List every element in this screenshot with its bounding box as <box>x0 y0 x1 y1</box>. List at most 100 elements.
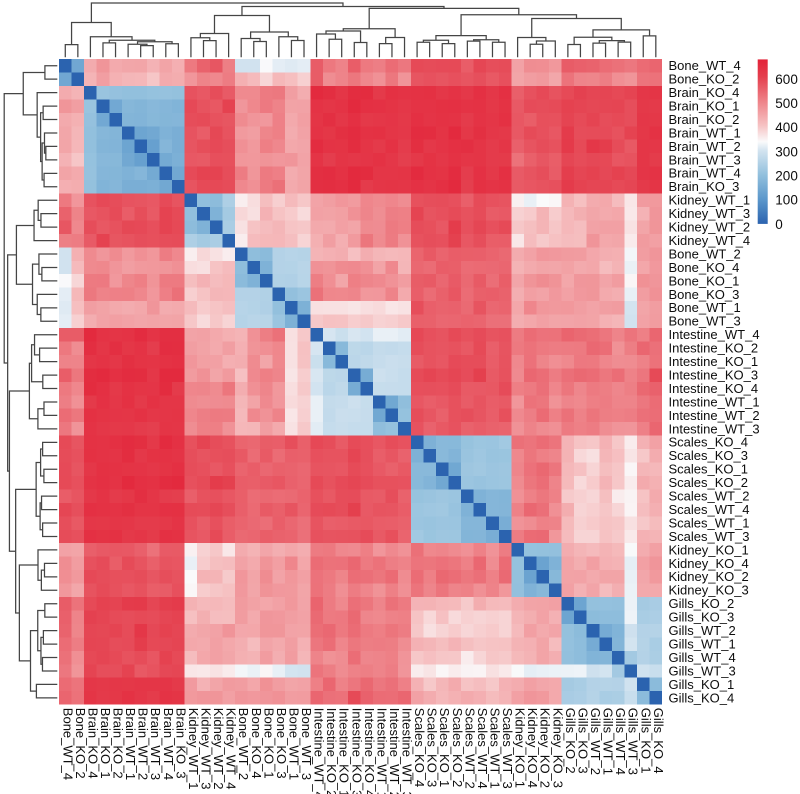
svg-text:Intestine_KO_2: Intestine_KO_2 <box>324 708 339 794</box>
svg-text:500: 500 <box>775 96 798 111</box>
svg-text:Brain_WT_3: Brain_WT_3 <box>148 708 163 780</box>
svg-text:Brain_WT_1: Brain_WT_1 <box>669 125 741 140</box>
svg-text:Gills_KO_1: Gills_KO_1 <box>669 677 735 692</box>
svg-text:Intestine_KO_4: Intestine_KO_4 <box>669 381 759 396</box>
svg-text:Bone_KO_3: Bone_KO_3 <box>274 708 289 779</box>
svg-text:Bone_WT_1: Bone_WT_1 <box>669 300 741 315</box>
svg-text:Brain_KO_4: Brain_KO_4 <box>669 85 740 100</box>
svg-text:Brain_WT_4: Brain_WT_4 <box>669 166 741 181</box>
svg-text:Intestine_WT_4: Intestine_WT_4 <box>669 327 760 342</box>
svg-text:Brain_KO_2: Brain_KO_2 <box>669 112 740 127</box>
svg-text:Kidney_WT_4: Kidney_WT_4 <box>224 708 239 790</box>
svg-text:Brain_WT_3: Brain_WT_3 <box>669 152 741 167</box>
svg-text:100: 100 <box>775 193 798 208</box>
svg-text:Bone_KO_4: Bone_KO_4 <box>669 260 740 275</box>
svg-text:Brain_WT_2: Brain_WT_2 <box>669 139 741 154</box>
svg-text:Scales_KO_1: Scales_KO_1 <box>669 462 749 477</box>
svg-text:Intestine_WT_3: Intestine_WT_3 <box>400 708 415 794</box>
svg-text:Intestine_KO_2: Intestine_KO_2 <box>669 341 759 356</box>
svg-text:Scales_WT_4: Scales_WT_4 <box>669 502 750 517</box>
svg-text:Brain_KO_3: Brain_KO_3 <box>173 708 188 779</box>
svg-text:Scales_KO_3: Scales_KO_3 <box>669 448 749 463</box>
svg-text:Scales_KO_2: Scales_KO_2 <box>669 475 749 490</box>
svg-text:Gills_WT_3: Gills_WT_3 <box>626 708 641 775</box>
svg-text:Kidney_WT_2: Kidney_WT_2 <box>211 708 226 790</box>
svg-text:Kidney_KO_2: Kidney_KO_2 <box>669 569 749 584</box>
svg-text:Scales_KO_3: Scales_KO_3 <box>425 708 440 788</box>
svg-text:Bone_KO_3: Bone_KO_3 <box>669 287 740 302</box>
svg-text:Scales_KO_4: Scales_KO_4 <box>669 435 749 450</box>
svg-text:Gills_KO_2: Gills_KO_2 <box>563 708 578 774</box>
svg-text:Intestine_WT_2: Intestine_WT_2 <box>669 408 760 423</box>
svg-text:Scales_KO_2: Scales_KO_2 <box>450 708 465 788</box>
svg-text:Intestine_KO_4: Intestine_KO_4 <box>362 708 377 794</box>
svg-text:Scales_WT_2: Scales_WT_2 <box>669 489 750 504</box>
svg-text:Brain_KO_2: Brain_KO_2 <box>111 708 126 779</box>
svg-text:Kidney_WT_3: Kidney_WT_3 <box>669 206 751 221</box>
svg-text:0: 0 <box>775 217 783 232</box>
svg-text:Gills_WT_1: Gills_WT_1 <box>601 708 616 775</box>
svg-text:Kidney_KO_3: Kidney_KO_3 <box>669 583 749 598</box>
svg-text:Bone_WT_4: Bone_WT_4 <box>669 58 741 73</box>
svg-text:Brain_KO_1: Brain_KO_1 <box>98 708 113 779</box>
svg-text:Intestine_WT_2: Intestine_WT_2 <box>387 708 402 794</box>
svg-text:Bone_KO_4: Bone_KO_4 <box>249 708 264 779</box>
svg-text:400: 400 <box>775 120 798 135</box>
svg-text:Kidney_KO_1: Kidney_KO_1 <box>513 708 528 788</box>
svg-text:Scales_WT_3: Scales_WT_3 <box>669 529 750 544</box>
svg-text:Brain_WT_1: Brain_WT_1 <box>123 708 138 780</box>
svg-text:Scales_WT_2: Scales_WT_2 <box>462 708 477 789</box>
svg-text:Kidney_WT_1: Kidney_WT_1 <box>186 708 201 790</box>
svg-text:Gills_WT_1: Gills_WT_1 <box>669 636 736 651</box>
svg-text:300: 300 <box>775 144 798 159</box>
svg-text:Gills_WT_3: Gills_WT_3 <box>669 663 736 678</box>
svg-text:Bone_WT_4: Bone_WT_4 <box>60 708 75 780</box>
svg-text:Intestine_WT_3: Intestine_WT_3 <box>669 421 760 436</box>
svg-text:Gills_KO_4: Gills_KO_4 <box>651 708 666 774</box>
svg-text:Bone_WT_2: Bone_WT_2 <box>669 246 741 261</box>
svg-text:Intestine_WT_1: Intestine_WT_1 <box>374 708 389 794</box>
svg-text:200: 200 <box>775 168 798 183</box>
svg-text:Gills_KO_3: Gills_KO_3 <box>575 708 590 774</box>
svg-text:Bone_WT_2: Bone_WT_2 <box>236 708 251 780</box>
svg-text:Kidney_WT_1: Kidney_WT_1 <box>669 193 751 208</box>
svg-text:Gills_KO_4: Gills_KO_4 <box>669 690 735 705</box>
svg-text:Bone_KO_1: Bone_KO_1 <box>261 708 276 779</box>
svg-text:Brain_KO_3: Brain_KO_3 <box>669 179 740 194</box>
svg-text:Kidney_WT_4: Kidney_WT_4 <box>669 233 751 248</box>
svg-text:Scales_WT_1: Scales_WT_1 <box>669 515 750 530</box>
svg-text:Intestine_KO_3: Intestine_KO_3 <box>669 367 759 382</box>
svg-text:Intestine_KO_3: Intestine_KO_3 <box>349 708 364 794</box>
svg-text:Brain_KO_4: Brain_KO_4 <box>85 708 100 779</box>
svg-text:Gills_WT_2: Gills_WT_2 <box>588 708 603 775</box>
svg-text:Intestine_WT_4: Intestine_WT_4 <box>312 708 327 794</box>
svg-text:Gills_WT_4: Gills_WT_4 <box>669 650 736 665</box>
svg-text:Kidney_KO_3: Kidney_KO_3 <box>550 708 565 788</box>
svg-text:Scales_KO_1: Scales_KO_1 <box>437 708 452 788</box>
svg-text:Bone_KO_1: Bone_KO_1 <box>669 273 740 288</box>
svg-text:Scales_WT_3: Scales_WT_3 <box>500 708 515 789</box>
svg-text:Kidney_WT_3: Kidney_WT_3 <box>198 708 213 790</box>
svg-text:Kidney_KO_1: Kidney_KO_1 <box>669 542 749 557</box>
svg-text:Brain_WT_2: Brain_WT_2 <box>136 708 151 780</box>
svg-text:Brain_KO_1: Brain_KO_1 <box>669 98 740 113</box>
svg-text:Gills_KO_1: Gills_KO_1 <box>638 708 653 774</box>
svg-text:Brain_WT_4: Brain_WT_4 <box>161 708 176 780</box>
svg-text:Kidney_KO_4: Kidney_KO_4 <box>525 708 540 788</box>
svg-text:Gills_KO_3: Gills_KO_3 <box>669 610 735 625</box>
svg-text:Bone_KO_2: Bone_KO_2 <box>669 72 740 87</box>
svg-text:Kidney_KO_4: Kidney_KO_4 <box>669 556 749 571</box>
svg-text:600: 600 <box>775 72 798 87</box>
svg-text:Kidney_WT_2: Kidney_WT_2 <box>669 220 751 235</box>
svg-text:Bone_KO_2: Bone_KO_2 <box>73 708 88 779</box>
svg-text:Bone_WT_3: Bone_WT_3 <box>669 314 741 329</box>
svg-text:Intestine_KO_1: Intestine_KO_1 <box>669 354 759 369</box>
svg-text:Intestine_WT_1: Intestine_WT_1 <box>669 394 760 409</box>
svg-text:Bone_WT_3: Bone_WT_3 <box>299 708 314 780</box>
svg-text:Scales_KO_4: Scales_KO_4 <box>412 708 427 788</box>
svg-text:Intestine_KO_1: Intestine_KO_1 <box>337 708 352 794</box>
svg-text:Gills_KO_2: Gills_KO_2 <box>669 596 735 611</box>
svg-text:Kidney_KO_2: Kidney_KO_2 <box>538 708 553 788</box>
svg-text:Scales_WT_1: Scales_WT_1 <box>487 708 502 789</box>
svg-text:Gills_WT_2: Gills_WT_2 <box>669 623 736 638</box>
